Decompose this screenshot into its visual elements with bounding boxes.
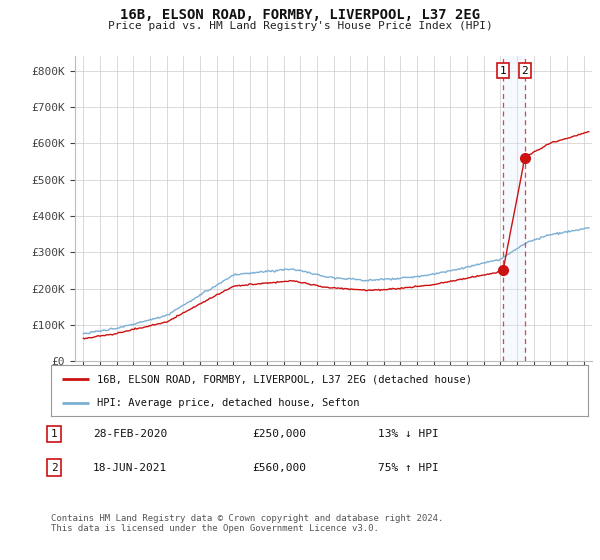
Text: 18-JUN-2021: 18-JUN-2021 — [93, 463, 167, 473]
Text: £250,000: £250,000 — [252, 429, 306, 439]
Text: 2: 2 — [521, 66, 528, 76]
Text: Contains HM Land Registry data © Crown copyright and database right 2024.
This d: Contains HM Land Registry data © Crown c… — [51, 514, 443, 533]
Text: 13% ↓ HPI: 13% ↓ HPI — [378, 429, 439, 439]
Bar — [503, 56, 525, 361]
Text: HPI: Average price, detached house, Sefton: HPI: Average price, detached house, Seft… — [97, 398, 359, 408]
Text: 16B, ELSON ROAD, FORMBY, LIVERPOOL, L37 2EG: 16B, ELSON ROAD, FORMBY, LIVERPOOL, L37 … — [120, 8, 480, 22]
Text: Price paid vs. HM Land Registry's House Price Index (HPI): Price paid vs. HM Land Registry's House … — [107, 21, 493, 31]
Text: 16B, ELSON ROAD, FORMBY, LIVERPOOL, L37 2EG (detached house): 16B, ELSON ROAD, FORMBY, LIVERPOOL, L37 … — [97, 374, 472, 384]
Text: 75% ↑ HPI: 75% ↑ HPI — [378, 463, 439, 473]
Text: £560,000: £560,000 — [252, 463, 306, 473]
Text: 1: 1 — [50, 429, 58, 439]
Text: 2: 2 — [50, 463, 58, 473]
Text: 1: 1 — [500, 66, 506, 76]
Text: 28-FEB-2020: 28-FEB-2020 — [93, 429, 167, 439]
